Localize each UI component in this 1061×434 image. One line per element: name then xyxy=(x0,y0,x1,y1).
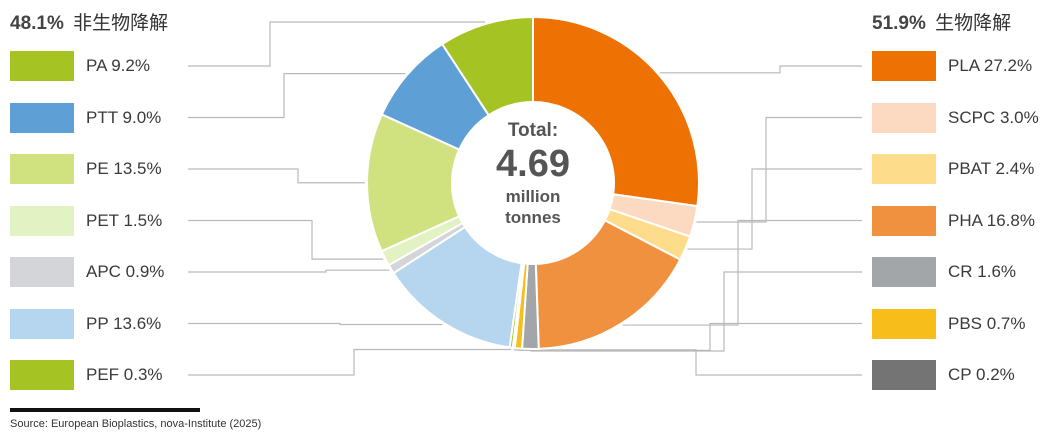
leader-line-scpc xyxy=(696,116,862,223)
legend-swatch-pp xyxy=(10,308,74,339)
total-value: 4.69 xyxy=(496,143,570,185)
legend-label-pla: PLA 27.2% xyxy=(948,56,1033,75)
legend-item-pbat: PBAT 2.4% xyxy=(872,154,1034,184)
leader-line-cr xyxy=(530,271,862,352)
leader-line-pha xyxy=(622,219,862,326)
legend-swatch-pha xyxy=(872,205,936,236)
legend-label-pp: PP 13.6% xyxy=(86,313,162,333)
legend-swatch-pbs xyxy=(872,308,936,339)
source-rule xyxy=(10,408,200,412)
leader-line-cp xyxy=(513,349,862,376)
leader-line-pef xyxy=(188,348,511,376)
leader-line-pla xyxy=(659,65,862,74)
legend-item-pp: PP 13.6% xyxy=(10,308,162,339)
leader-line-apc xyxy=(188,269,390,273)
legend-item-pe: PE 13.5% xyxy=(10,154,162,184)
legend-label-pbat: PBAT 2.4% xyxy=(948,159,1035,178)
legend-item-pbs: PBS 0.7% xyxy=(872,308,1026,339)
heading-non-biodegradable: 48.1% 非生物降解 xyxy=(10,8,168,35)
heading-left-percent: 48.1% xyxy=(10,13,64,34)
legend-item-scpc: SCPC 3.0% xyxy=(872,102,1039,133)
leader-line-pbat xyxy=(687,168,862,250)
total-unit-tonnes: tonnes xyxy=(505,208,561,227)
legend-item-ptt: PTT 9.0% xyxy=(10,102,162,133)
donut-hole xyxy=(452,102,614,264)
total-center: Total: 4.69 million tonnes xyxy=(452,120,614,228)
legend-label-ptt: PTT 9.0% xyxy=(86,107,162,127)
legend-item-pla: PLA 27.2% xyxy=(872,51,1032,81)
heading-biodegradable: 51.9% 生物降解 xyxy=(872,8,1011,35)
total-unit-million: million xyxy=(505,187,561,206)
legend-label-pef: PEF 0.3% xyxy=(86,365,163,384)
heading-right-percent: 51.9% xyxy=(872,13,926,34)
leader-line-pet xyxy=(188,219,384,260)
legend-swatch-apc xyxy=(10,257,74,287)
legend-swatch-pe xyxy=(10,154,74,184)
leader-line-pa xyxy=(188,21,486,67)
legend-swatch-pla xyxy=(872,51,936,81)
legend-swatch-pef xyxy=(10,360,74,390)
leader-line-pp xyxy=(188,322,443,326)
legend-item-cr: CR 1.6% xyxy=(872,257,1016,287)
legend-label-apc: APC 0.9% xyxy=(86,262,165,281)
legend-label-pet: PET 1.5% xyxy=(86,210,163,230)
source-note: Source: European Bioplastics, nova-Insti… xyxy=(10,418,262,430)
legend-label-pe: PE 13.5% xyxy=(86,159,162,178)
leader-line-pe xyxy=(188,168,366,184)
legend-swatch-ptt xyxy=(10,102,74,133)
legend-label-pbs: PBS 0.7% xyxy=(948,313,1026,333)
legend-swatch-cp xyxy=(872,360,936,390)
leader-lines xyxy=(188,21,862,376)
legend-label-pha: PHA 16.8% xyxy=(948,210,1035,230)
legend-label-cr: CR 1.6% xyxy=(948,262,1017,281)
legend-item-pef: PEF 0.3% xyxy=(10,360,163,390)
legend-label-scpc: SCPC 3.0% xyxy=(948,107,1039,127)
legend-swatch-pet xyxy=(10,205,74,236)
legend-swatch-pbat xyxy=(872,154,936,184)
legend-swatch-scpc xyxy=(872,102,936,133)
donut-slices xyxy=(366,15,700,350)
heading-left-label: 非生物降解 xyxy=(73,12,169,34)
legend-swatch-pa xyxy=(10,51,74,81)
legend-item-apc: APC 0.9% xyxy=(10,257,164,287)
legend-item-cp: CP 0.2% xyxy=(872,360,1015,390)
legend-swatch-cr xyxy=(872,257,936,287)
leader-line-ptt xyxy=(188,73,406,119)
legend-item-pa: PA 9.2% xyxy=(10,51,150,81)
legend-label-cp: CP 0.2% xyxy=(948,365,1015,384)
total-label: Total: xyxy=(507,120,559,141)
legend-item-pet: PET 1.5% xyxy=(10,205,163,236)
heading-right-label: 生物降解 xyxy=(935,12,1012,34)
legend-item-pha: PHA 16.8% xyxy=(872,205,1035,236)
legend-label-pa: PA 9.2% xyxy=(86,56,150,75)
